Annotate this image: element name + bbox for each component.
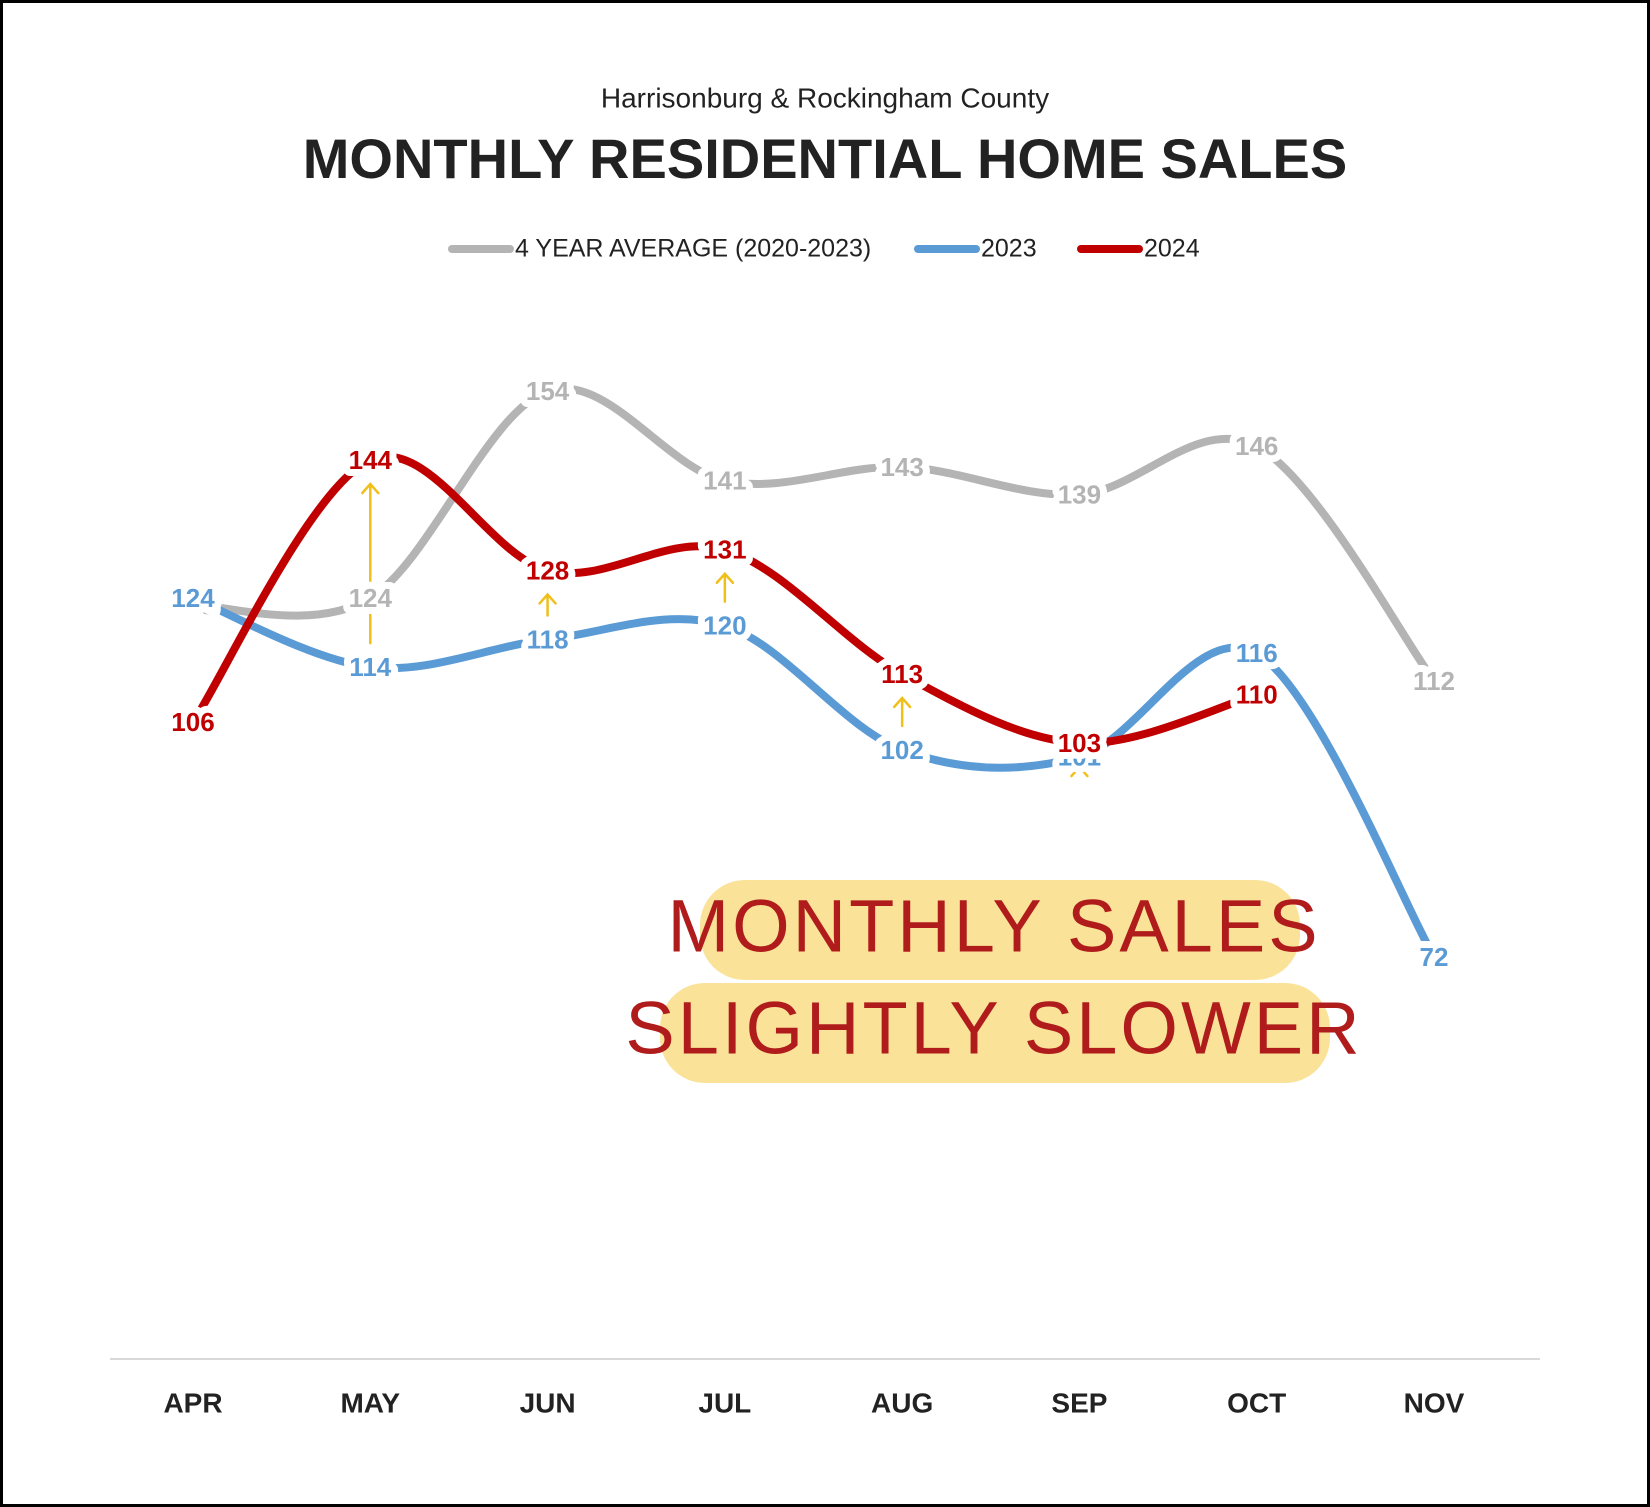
- data-label: 72: [1420, 942, 1449, 972]
- x-tick-label: JUN: [520, 1387, 576, 1418]
- x-tick-label: MAY: [340, 1387, 400, 1418]
- change-arrow: [538, 592, 557, 617]
- series-line: [189, 384, 1438, 685]
- series-line: [189, 594, 1438, 961]
- data-label: 139: [1058, 479, 1101, 509]
- change-arrow: [1070, 731, 1089, 778]
- data-label: 101: [1058, 742, 1101, 772]
- x-tick-label: JUL: [698, 1387, 751, 1418]
- data-label: 146: [1235, 431, 1278, 461]
- x-axis-labels: APR MAY JUN JUL AUG SEP OCT NOV: [163, 1387, 1464, 1418]
- data-label: 143: [880, 452, 923, 482]
- data-label: 116: [1236, 638, 1278, 668]
- data-label: 144: [349, 445, 393, 475]
- chart-title: MONTHLY RESIDENTIAL HOME SALES: [303, 127, 1347, 190]
- data-label: 120: [703, 611, 746, 641]
- data-label: 141: [703, 466, 746, 496]
- data-label: 124: [171, 583, 215, 613]
- lines: [189, 384, 1438, 961]
- x-tick-label: AUG: [871, 1387, 933, 1418]
- data-label: 118: [527, 624, 569, 654]
- change-arrow: [892, 696, 912, 728]
- data-label: 123: [171, 590, 214, 620]
- data-label: 110: [1236, 680, 1278, 710]
- data-label: 103: [1058, 728, 1101, 758]
- highlight: [660, 983, 1330, 1083]
- data-label: 112: [1413, 666, 1455, 696]
- annotation-text: SLIGHTLY SLOWER: [625, 987, 1362, 1070]
- legend-label: 4 YEAR AVERAGE (2020-2023): [515, 235, 871, 263]
- legend-label: 2023: [981, 235, 1037, 263]
- legend: 4 YEAR AVERAGE (2020-2023) 2023 2024: [448, 235, 1200, 263]
- x-tick-label: OCT: [1227, 1387, 1286, 1418]
- data-label: 128: [526, 555, 569, 585]
- data-label: 124: [349, 583, 393, 613]
- data-label: 114: [349, 652, 391, 682]
- x-tick-label: APR: [163, 1387, 222, 1418]
- arrows: [361, 482, 1089, 778]
- data-label: 154: [526, 376, 570, 406]
- annotation: MONTHLY SALES SLIGHTLY SLOWER: [625, 880, 1362, 1083]
- data-label: 131: [703, 535, 746, 565]
- series-line: [189, 452, 1261, 748]
- change-arrow: [715, 571, 735, 603]
- x-tick-label: SEP: [1051, 1387, 1107, 1418]
- data-label: 113: [881, 659, 923, 689]
- legend-label: 2024: [1144, 235, 1200, 263]
- data-label: 102: [880, 735, 923, 765]
- data-label: 106: [171, 707, 214, 737]
- highlight: [700, 880, 1300, 980]
- change-arrow: [361, 482, 380, 645]
- annotation-text: MONTHLY SALES: [667, 885, 1320, 968]
- chart-subtitle: Harrisonburg & Rockingham County: [601, 82, 1049, 113]
- x-tick-label: NOV: [1404, 1387, 1465, 1418]
